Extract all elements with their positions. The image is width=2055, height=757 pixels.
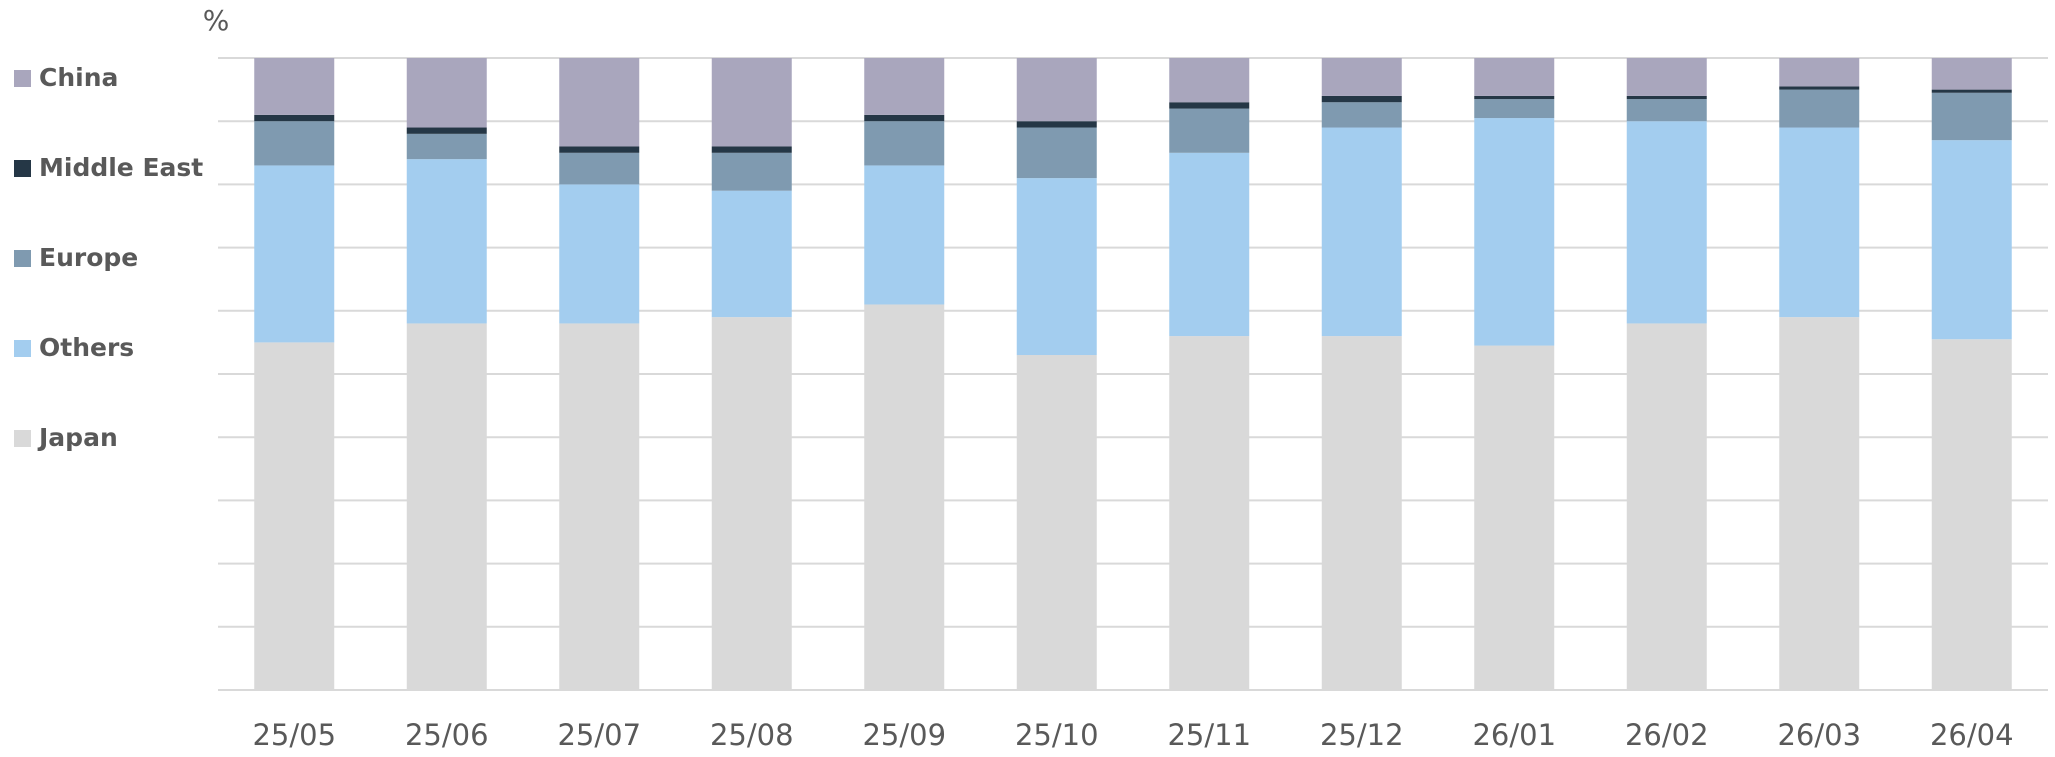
bar-segment (406, 58, 487, 128)
bar-segment (559, 184, 640, 324)
bar-segment (1321, 102, 1402, 128)
bar-segment (1016, 355, 1097, 690)
x-tick-label: 25/08 (710, 718, 794, 752)
x-tick-label: 25/10 (1015, 718, 1099, 752)
bar-segment (711, 190, 792, 318)
bar-segment (1626, 99, 1707, 122)
legend-swatch (14, 250, 31, 267)
bar-segment (1931, 339, 2012, 690)
bar-segment (864, 58, 945, 115)
x-tick-label: 25/09 (862, 718, 946, 752)
bar-segment (559, 58, 640, 147)
legend-label: China (39, 63, 118, 92)
bar-segment (1321, 336, 1402, 690)
x-tick-label: 25/07 (557, 718, 641, 752)
x-tick-label: 26/04 (1930, 718, 2014, 752)
x-tick-label: 26/01 (1472, 718, 1556, 752)
bar-segment (864, 114, 945, 122)
bar-segment (1016, 121, 1097, 128)
bar-segment (559, 146, 640, 153)
bar-segment (1169, 102, 1250, 109)
x-tick-label: 25/05 (252, 718, 336, 752)
x-tick-label: 25/06 (405, 718, 489, 752)
bar-segment (1016, 178, 1097, 356)
x-tick-label: 26/02 (1625, 718, 1709, 752)
legend-label: Japan (37, 423, 118, 452)
bar-segment (1626, 121, 1707, 324)
bar-segment (559, 152, 640, 185)
bar-segment (1016, 58, 1097, 122)
bar-segment (864, 165, 945, 305)
bar-segment (254, 114, 335, 122)
bar-segment (1779, 58, 1860, 87)
bar-segment (1321, 127, 1402, 337)
bar-segment (254, 121, 335, 166)
bar-segment (1931, 89, 2012, 93)
x-tick-label: 26/03 (1777, 718, 1861, 752)
bar-segment (1626, 323, 1707, 690)
bar-segment (406, 127, 487, 134)
bar-segment (254, 58, 335, 115)
legend-label: Others (39, 333, 134, 362)
bar-segment (1779, 89, 1860, 128)
legend-swatch (14, 160, 31, 177)
bar-segment (254, 165, 335, 343)
legend-swatch (14, 430, 31, 447)
bar-segment (1016, 127, 1097, 179)
bar-segment (1779, 317, 1860, 690)
bar-segment (1169, 108, 1250, 153)
legend-swatch (14, 340, 31, 357)
bar-segment (1931, 140, 2012, 340)
bar-segment (1779, 127, 1860, 318)
bar-segment (1474, 99, 1555, 119)
bar-segment (1931, 58, 2012, 90)
bar-segment (711, 146, 792, 153)
bar-segment (1321, 95, 1402, 103)
bar-segment (711, 317, 792, 690)
y-axis-label: % (203, 4, 230, 37)
bar-segment (1474, 345, 1555, 690)
bar-segment (711, 152, 792, 191)
x-tick-label: 25/12 (1320, 718, 1404, 752)
bar-segment (1169, 58, 1250, 103)
bar-segment (1626, 58, 1707, 96)
bar-segment (559, 323, 640, 690)
bar-segment (864, 121, 945, 166)
bar-segment (1474, 58, 1555, 96)
legend-label: Europe (39, 243, 138, 272)
bar-segment (406, 323, 487, 690)
x-tick-label: 25/11 (1167, 718, 1251, 752)
legend-label: Middle East (39, 153, 203, 182)
bar-segment (1321, 58, 1402, 96)
legend-swatch (14, 70, 31, 87)
bar-segment (1474, 118, 1555, 346)
bar-segment (1931, 92, 2012, 141)
bar-segment (406, 133, 487, 160)
bar-segment (1474, 95, 1555, 100)
bar-segment (1169, 152, 1250, 337)
bar-segment (1626, 95, 1707, 100)
bar-segment (711, 58, 792, 147)
bar-segment (864, 304, 945, 690)
bar-segment (1779, 86, 1860, 90)
bar-segment (254, 342, 335, 690)
bar-segment (406, 159, 487, 324)
bar-segment (1169, 336, 1250, 690)
